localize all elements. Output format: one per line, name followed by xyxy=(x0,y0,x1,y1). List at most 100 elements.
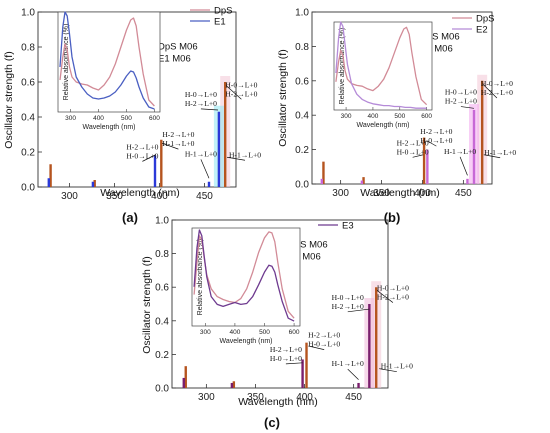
y-tick-label: 1.0 xyxy=(295,8,309,19)
transition-label: H-2→L+0 xyxy=(308,331,340,340)
annotation-arrow xyxy=(285,362,303,365)
curve-legend-label: DpS xyxy=(214,6,232,17)
transition-label: H-2→L+0 xyxy=(481,88,513,97)
transition-label: H-2→L+0 xyxy=(225,89,257,98)
y-tick-label: 0.4 xyxy=(155,316,169,327)
annotation-arrow xyxy=(482,83,498,99)
inset-x-tick-label: 500 xyxy=(259,329,270,336)
inset-y-label: Relative absorbance (%) xyxy=(63,24,70,101)
transition-label: H-0→L+0 xyxy=(185,90,217,99)
annotation-arrow xyxy=(225,85,242,100)
inset-frame xyxy=(57,11,161,113)
inset-x-tick-label: 500 xyxy=(121,115,132,122)
x-tick-label: 450 xyxy=(196,191,213,202)
annotation-arrow xyxy=(376,290,394,303)
y-tick-label: 0.2 xyxy=(295,145,309,156)
inset-frame xyxy=(191,227,301,327)
transition-label: H-0→L+0 xyxy=(332,293,364,302)
annotation-arrow xyxy=(200,159,210,179)
y-tick-label: 1.0 xyxy=(155,216,169,227)
legend-label: E2 M06 xyxy=(420,44,453,55)
inset-x-tick-label: 400 xyxy=(368,113,379,120)
transition-label: H-2→L+0 xyxy=(162,130,194,139)
transition-label: H-0→L+0 xyxy=(481,79,513,88)
transition-label: H-2→L+0 xyxy=(445,97,477,106)
transition-label: H-2→L+0 xyxy=(270,345,302,354)
panel-label: (b) xyxy=(384,210,401,225)
plot-frame xyxy=(171,219,389,389)
transition-label: H-0→L+0 xyxy=(308,340,340,349)
transition-label: H-2→L+0 xyxy=(332,302,364,311)
inset-curve-e1 xyxy=(59,11,155,110)
transition-label: H-0→L+0 xyxy=(420,136,452,145)
inset-x-tick-label: 500 xyxy=(394,113,405,120)
inset-curve-dps xyxy=(59,17,155,107)
transition-label: H-1→L+0 xyxy=(162,139,194,148)
transition-label: H-2→L+0 xyxy=(420,127,452,136)
transition-label: H-1→L+0 xyxy=(229,150,261,159)
y-tick-label: 0.2 xyxy=(21,148,35,159)
x-axis-label: Wavelength (nm) xyxy=(360,187,440,199)
x-tick-label: 300 xyxy=(198,392,215,403)
transition-label: H-1→L+0 xyxy=(332,359,364,368)
x-tick-label: 350 xyxy=(247,392,264,403)
annotation-arrow xyxy=(162,142,179,150)
transition-label: H-2→L+0 xyxy=(185,99,217,108)
panel-a: 0.0 0.2 0.4 0.6 0.8 1.0 300 350 400 450 Wavelength… xyxy=(3,6,261,226)
x-tick-label: 300 xyxy=(61,191,78,202)
inset-x-label: Wavelength (nm) xyxy=(82,124,135,131)
legend-label: DpS M06 xyxy=(158,42,198,53)
panel-label: (a) xyxy=(122,210,138,225)
x-tick-label: 450 xyxy=(345,392,362,403)
y-tick-label: 0.8 xyxy=(155,249,169,260)
y-axis-label: Oscillator strength (f) xyxy=(277,49,289,146)
inset-x-tick-label: 300 xyxy=(65,115,76,122)
inset-curve-dps xyxy=(335,26,428,106)
x-axis-label: Wavelength (nm) xyxy=(238,396,318,408)
inset-x-tick-label: 600 xyxy=(149,115,160,122)
inset-x-tick-label: 400 xyxy=(93,115,104,122)
x-tick-label: 350 xyxy=(106,191,123,202)
transition-label: H-1→L+0 xyxy=(185,149,217,158)
panel-c: 0.0 0.2 0.4 0.6 0.8 1.0 300 350 400 450 Wavelength… xyxy=(141,216,413,431)
annotation-arrow xyxy=(379,368,397,373)
transition-label: H-1→L+0 xyxy=(484,148,516,157)
transition-label: H-0→L+0 xyxy=(126,151,158,160)
y-tick-label: 0.0 xyxy=(21,183,35,194)
annotation-arrow xyxy=(347,308,370,313)
legend-label: E1 M06 xyxy=(158,54,191,65)
y-tick-label: 0.2 xyxy=(155,350,169,361)
inset-x-tick-label: 300 xyxy=(341,113,352,120)
plot-frame xyxy=(311,11,493,185)
x-tick-label: 400 xyxy=(414,188,431,199)
y-tick-label: 0.8 xyxy=(21,43,35,54)
annotation-arrow xyxy=(226,156,246,161)
transition-label: H-1→L+0 xyxy=(381,362,413,371)
inset-y-label: Relative absorbance (%) xyxy=(197,239,204,316)
curve-legend-label: DpS xyxy=(476,14,494,25)
transition-label: H-0→L+0 xyxy=(225,80,257,89)
inset-y-label: Relative absorbance (%) xyxy=(339,28,346,105)
inset-x-tick-label: 400 xyxy=(229,329,240,336)
x-axis-label: Wavelength (nm) xyxy=(100,187,180,199)
y-tick-label: 0.4 xyxy=(21,113,35,124)
transition-label: H-1→L+0 xyxy=(444,147,476,156)
legend-label: E3 M06 xyxy=(288,252,321,263)
transition-label: H-2→L+0 xyxy=(126,142,158,151)
y-tick-label: 0.0 xyxy=(295,180,309,191)
curve-legend-label: E1 xyxy=(214,17,226,28)
transition-label: H-2→L+0 xyxy=(377,293,409,302)
transition-label: H-2→L+0 xyxy=(397,138,429,147)
annotation-arrow xyxy=(483,154,501,159)
y-tick-label: 1.0 xyxy=(21,8,35,19)
y-tick-label: 0.0 xyxy=(155,384,169,395)
x-tick-label: 400 xyxy=(296,392,313,403)
y-tick-label: 0.6 xyxy=(21,78,35,89)
annotation-arrow xyxy=(347,368,359,380)
annotation-arrow xyxy=(308,345,325,350)
annotation-arrow xyxy=(142,154,157,162)
transition-label: H-0→L+0 xyxy=(270,354,302,363)
inset-x-tick-label: 300 xyxy=(200,329,211,336)
legend-label: DpS M06 xyxy=(420,32,460,43)
y-tick-label: 0.8 xyxy=(295,42,309,53)
